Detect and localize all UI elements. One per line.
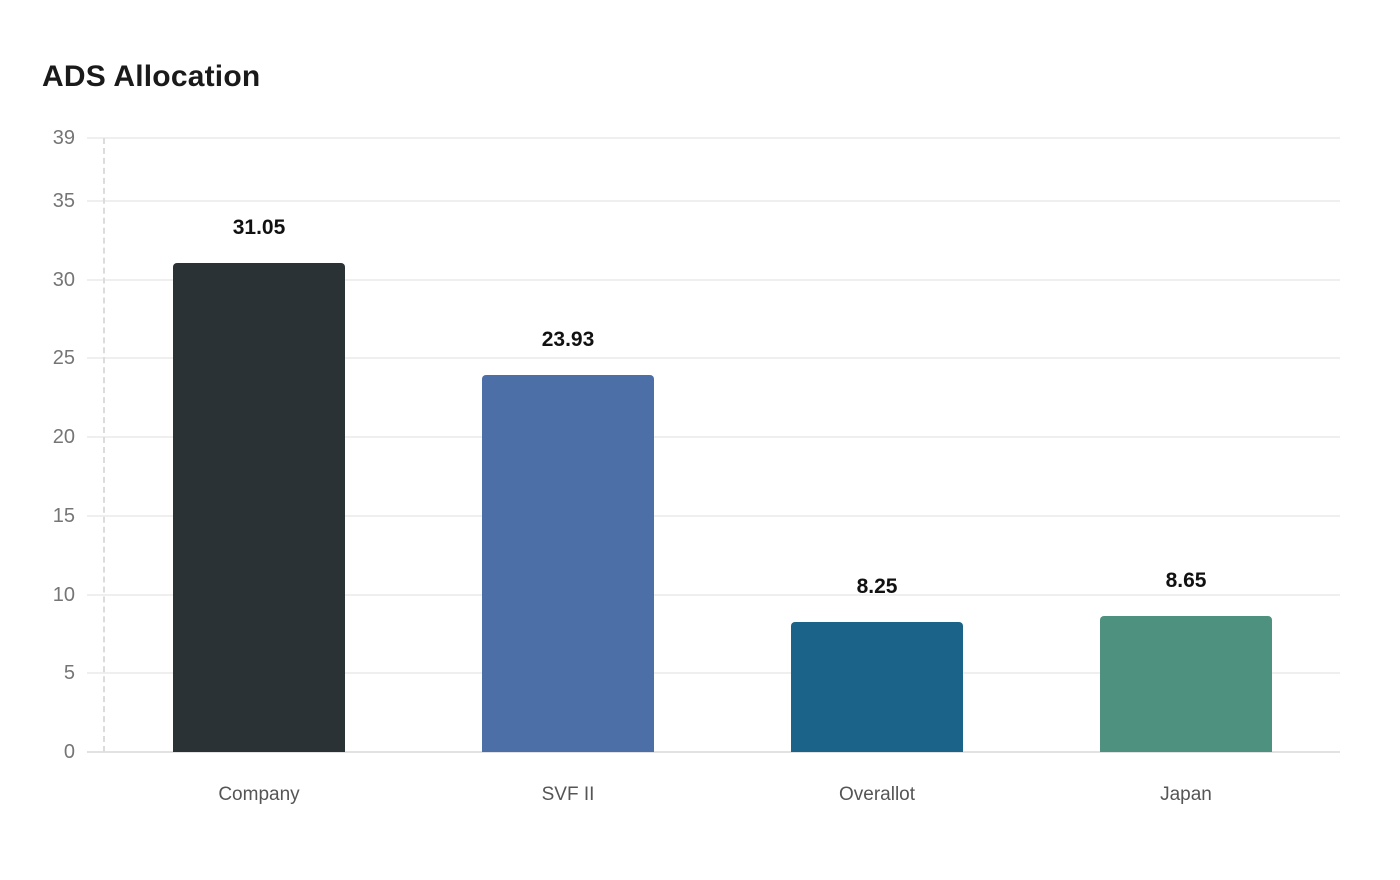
bar-svf-ii — [482, 375, 654, 752]
gridline — [87, 137, 1340, 139]
gridline — [87, 357, 1340, 360]
y-tick-label: 5 — [63, 662, 75, 685]
y-tick-label: 35 — [52, 189, 75, 212]
bar-value-label: 8.25 — [856, 575, 898, 599]
bar-value-label: 8.65 — [1165, 568, 1207, 592]
x-category-label: Company — [218, 784, 300, 805]
y-tick-label: 25 — [52, 347, 75, 370]
y-tick-label: 15 — [52, 504, 75, 527]
gridline — [87, 436, 1340, 439]
bar-value-label: 31.05 — [232, 216, 286, 240]
chart-title: ADS Allocation — [42, 60, 261, 93]
bar-overallot — [791, 622, 963, 752]
y-axis-line — [103, 138, 105, 752]
y-tick-label: 0 — [63, 741, 75, 763]
bar-value-label: 23.93 — [541, 328, 595, 352]
x-category-label: Japan — [1160, 784, 1212, 805]
gridline — [87, 199, 1340, 202]
x-baseline — [87, 751, 1340, 753]
x-category-label: Overallot — [838, 784, 916, 805]
bar-japan — [1100, 615, 1272, 752]
y-tick-label: 30 — [52, 268, 75, 291]
gridline — [87, 514, 1340, 517]
y-tick-label: 20 — [52, 426, 75, 449]
gridline — [87, 278, 1340, 281]
x-category-label: SVF II — [541, 784, 595, 805]
bar-company — [173, 263, 345, 752]
gridline — [87, 672, 1340, 675]
y-tick-label: 39 — [52, 127, 75, 149]
y-tick-label: 10 — [52, 583, 75, 606]
gridline — [87, 593, 1340, 596]
